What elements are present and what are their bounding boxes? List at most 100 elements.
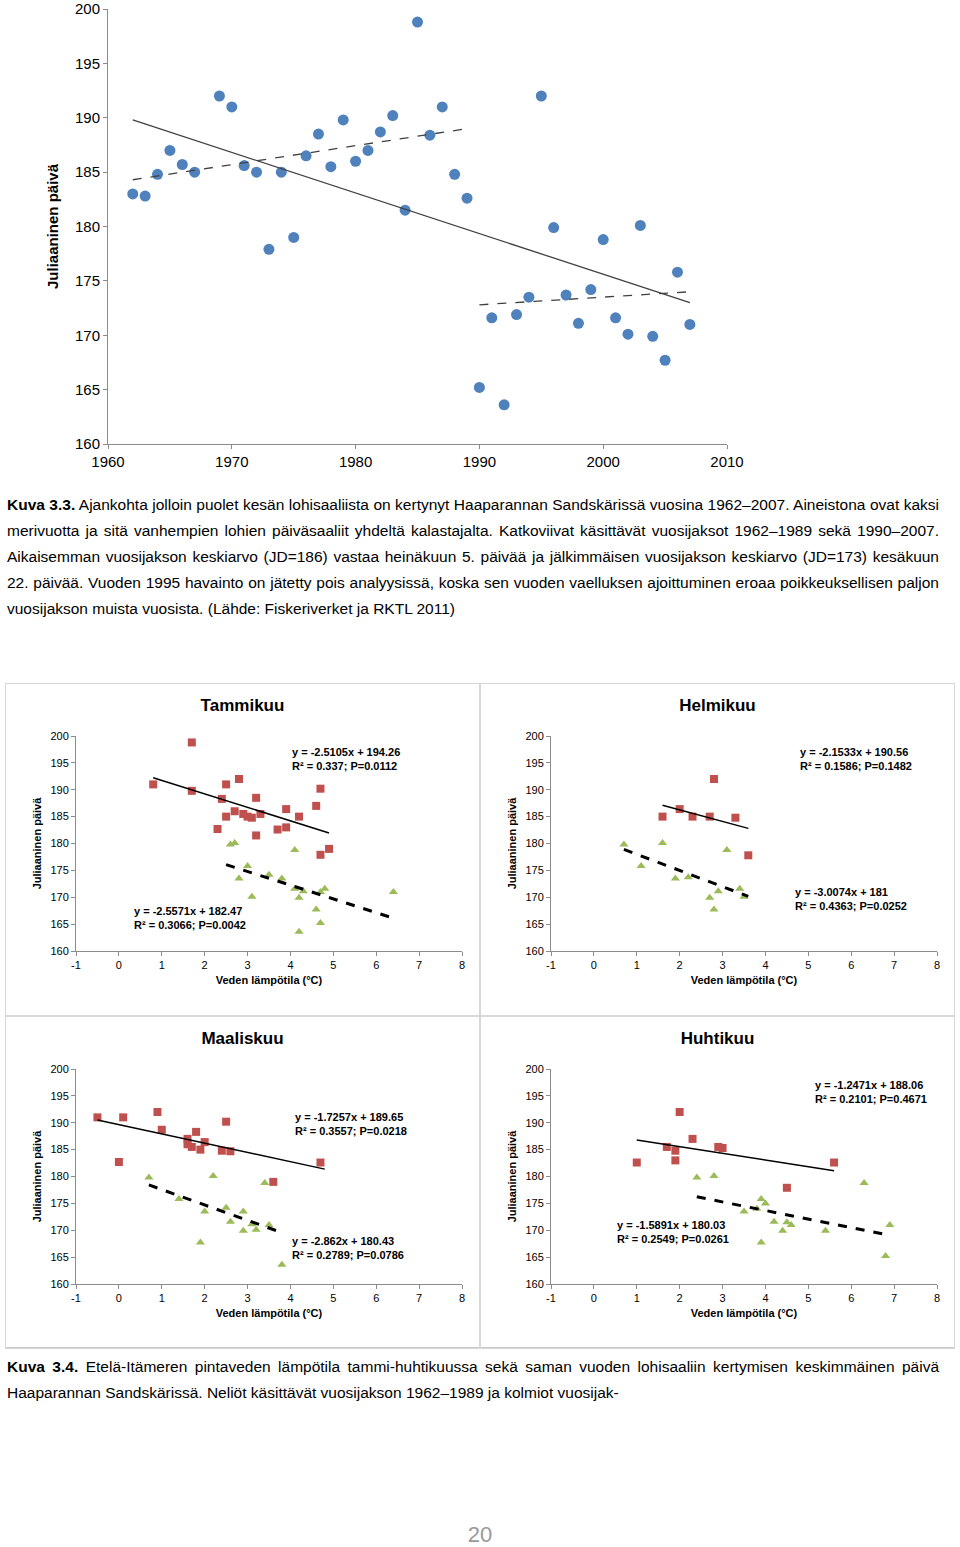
svg-text:7: 7 bbox=[416, 959, 422, 971]
svg-text:1: 1 bbox=[159, 1292, 165, 1304]
svg-text:165: 165 bbox=[525, 918, 543, 930]
svg-text:160: 160 bbox=[525, 1278, 543, 1290]
svg-text:y = -2.1533x + 190.56R² = 0.15: y = -2.1533x + 190.56R² = 0.1586; P=0.14… bbox=[800, 746, 912, 772]
svg-text:180: 180 bbox=[75, 218, 100, 235]
svg-text:195: 195 bbox=[50, 757, 68, 769]
svg-text:185: 185 bbox=[525, 1143, 543, 1155]
svg-text:200: 200 bbox=[525, 1063, 543, 1075]
svg-text:6: 6 bbox=[848, 959, 854, 971]
svg-text:y = -2.5571x + 182.47R² = 0.30: y = -2.5571x + 182.47R² = 0.3066; P=0.00… bbox=[134, 905, 246, 931]
svg-text:185: 185 bbox=[50, 810, 68, 822]
svg-text:180: 180 bbox=[525, 837, 543, 849]
svg-text:200: 200 bbox=[525, 730, 543, 742]
svg-text:6: 6 bbox=[373, 959, 379, 971]
svg-text:5: 5 bbox=[330, 1292, 336, 1304]
svg-text:Veden lämpötila (°C): Veden lämpötila (°C) bbox=[216, 974, 323, 986]
svg-text:-1: -1 bbox=[71, 1292, 81, 1304]
svg-text:170: 170 bbox=[525, 891, 543, 903]
svg-text:5: 5 bbox=[330, 959, 336, 971]
svg-text:Juliaaninen päivä: Juliaaninen päivä bbox=[506, 797, 518, 890]
svg-text:2: 2 bbox=[677, 959, 683, 971]
svg-text:Juliaaninen päivä: Juliaaninen päivä bbox=[31, 1130, 43, 1223]
svg-text:160: 160 bbox=[50, 1278, 68, 1290]
svg-text:165: 165 bbox=[75, 381, 100, 398]
svg-text:7: 7 bbox=[891, 1292, 897, 1304]
svg-text:1: 1 bbox=[634, 959, 640, 971]
svg-text:4: 4 bbox=[762, 959, 768, 971]
svg-text:-1: -1 bbox=[546, 959, 556, 971]
svg-text:185: 185 bbox=[525, 810, 543, 822]
svg-text:180: 180 bbox=[50, 837, 68, 849]
svg-text:195: 195 bbox=[75, 55, 100, 72]
svg-text:200: 200 bbox=[75, 0, 100, 17]
svg-text:8: 8 bbox=[934, 959, 940, 971]
svg-text:170: 170 bbox=[50, 891, 68, 903]
svg-text:160: 160 bbox=[50, 945, 68, 957]
svg-text:170: 170 bbox=[50, 1224, 68, 1236]
svg-text:8: 8 bbox=[934, 1292, 940, 1304]
svg-text:6: 6 bbox=[373, 1292, 379, 1304]
svg-text:Maaliskuu: Maaliskuu bbox=[201, 1029, 283, 1048]
svg-text:Helmikuu: Helmikuu bbox=[679, 696, 756, 715]
svg-text:0: 0 bbox=[591, 959, 597, 971]
svg-text:200: 200 bbox=[50, 730, 68, 742]
svg-text:y = -1.7257x + 189.65R² = 0.35: y = -1.7257x + 189.65R² = 0.3557; P=0.02… bbox=[295, 1111, 407, 1137]
svg-text:Veden lämpötila (°C): Veden lämpötila (°C) bbox=[691, 1307, 798, 1319]
svg-text:195: 195 bbox=[525, 1090, 543, 1102]
svg-text:Juliaaninen päivä: Juliaaninen päivä bbox=[31, 797, 43, 890]
svg-text:-1: -1 bbox=[71, 959, 81, 971]
svg-text:Juliaaninen päivä: Juliaaninen päivä bbox=[44, 163, 61, 289]
svg-text:175: 175 bbox=[525, 1197, 543, 1209]
svg-text:175: 175 bbox=[50, 864, 68, 876]
svg-text:5: 5 bbox=[805, 959, 811, 971]
svg-text:1970: 1970 bbox=[215, 453, 248, 470]
svg-text:y = -3.0074x + 181R² = 0.4363;: y = -3.0074x + 181R² = 0.4363; P=0.0252 bbox=[795, 886, 907, 912]
svg-text:Huhtikuu: Huhtikuu bbox=[681, 1029, 755, 1048]
svg-text:1960: 1960 bbox=[91, 453, 124, 470]
svg-text:y = -1.2471x + 188.06R² = 0.21: y = -1.2471x + 188.06R² = 0.2101; P=0.46… bbox=[815, 1079, 927, 1105]
svg-text:185: 185 bbox=[50, 1143, 68, 1155]
svg-text:175: 175 bbox=[75, 272, 100, 289]
svg-text:0: 0 bbox=[116, 1292, 122, 1304]
svg-text:190: 190 bbox=[525, 784, 543, 796]
svg-text:175: 175 bbox=[50, 1197, 68, 1209]
svg-text:4: 4 bbox=[762, 1292, 768, 1304]
svg-text:3: 3 bbox=[719, 959, 725, 971]
svg-text:180: 180 bbox=[525, 1170, 543, 1182]
svg-text:2: 2 bbox=[202, 1292, 208, 1304]
svg-text:Juliaaninen päivä: Juliaaninen päivä bbox=[506, 1130, 518, 1223]
svg-text:190: 190 bbox=[50, 1117, 68, 1129]
svg-text:170: 170 bbox=[75, 327, 100, 344]
svg-text:1980: 1980 bbox=[339, 453, 372, 470]
svg-text:175: 175 bbox=[525, 864, 543, 876]
svg-text:6: 6 bbox=[848, 1292, 854, 1304]
svg-text:195: 195 bbox=[50, 1090, 68, 1102]
svg-text:185: 185 bbox=[75, 163, 100, 180]
svg-text:1: 1 bbox=[634, 1292, 640, 1304]
svg-text:160: 160 bbox=[525, 945, 543, 957]
svg-text:y = -1.5891x + 180.03R² = 0.25: y = -1.5891x + 180.03R² = 0.2549; P=0.02… bbox=[617, 1219, 729, 1245]
svg-text:Veden lämpötila (°C): Veden lämpötila (°C) bbox=[216, 1307, 323, 1319]
svg-text:2: 2 bbox=[202, 959, 208, 971]
svg-text:8: 8 bbox=[459, 959, 465, 971]
svg-text:170: 170 bbox=[525, 1224, 543, 1236]
svg-text:195: 195 bbox=[525, 757, 543, 769]
svg-text:2000: 2000 bbox=[587, 453, 620, 470]
svg-text:4: 4 bbox=[287, 959, 293, 971]
svg-text:8: 8 bbox=[459, 1292, 465, 1304]
svg-text:2010: 2010 bbox=[710, 453, 743, 470]
svg-text:180: 180 bbox=[50, 1170, 68, 1182]
svg-text:1990: 1990 bbox=[463, 453, 496, 470]
svg-text:3: 3 bbox=[244, 959, 250, 971]
svg-text:165: 165 bbox=[50, 1251, 68, 1263]
svg-text:3: 3 bbox=[244, 1292, 250, 1304]
svg-text:Tammikuu: Tammikuu bbox=[201, 696, 285, 715]
svg-text:4: 4 bbox=[287, 1292, 293, 1304]
svg-text:Veden lämpötila (°C): Veden lämpötila (°C) bbox=[691, 974, 798, 986]
svg-text:7: 7 bbox=[416, 1292, 422, 1304]
svg-text:160: 160 bbox=[75, 435, 100, 452]
svg-text:190: 190 bbox=[50, 784, 68, 796]
svg-text:0: 0 bbox=[116, 959, 122, 971]
svg-text:190: 190 bbox=[75, 109, 100, 126]
svg-text:-1: -1 bbox=[546, 1292, 556, 1304]
